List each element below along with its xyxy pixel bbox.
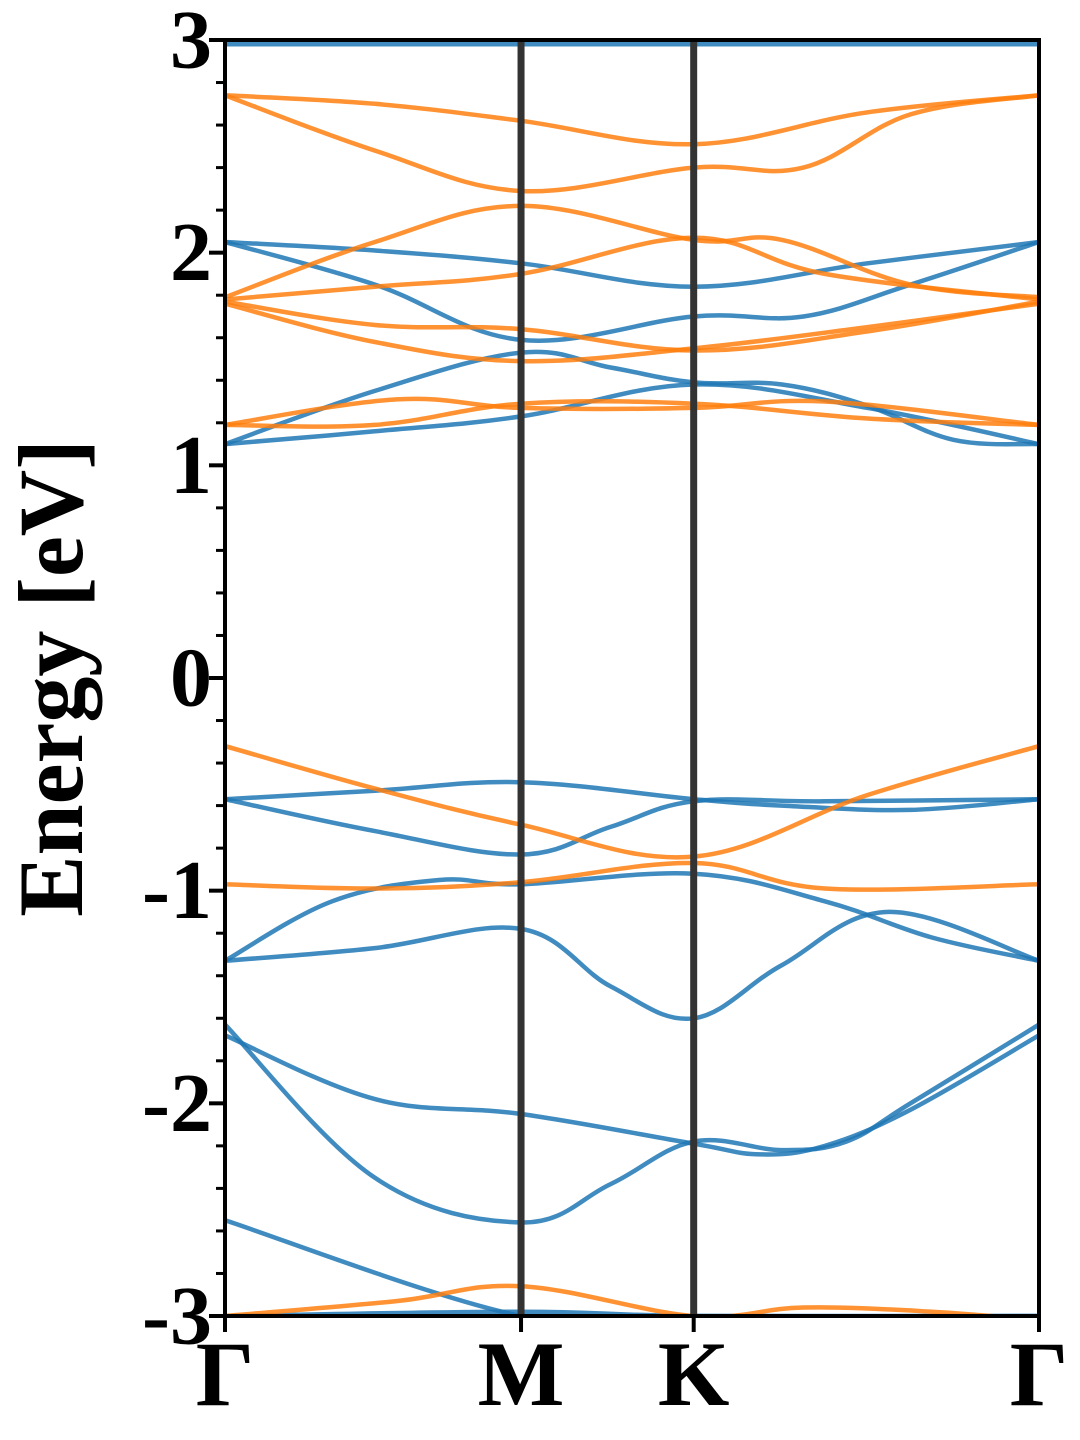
y-tick-label: -3 xyxy=(142,1270,212,1363)
band-line-blue xyxy=(225,1218,1039,1316)
band-lines xyxy=(225,42,1039,1316)
band-line-blue xyxy=(225,1022,1039,1225)
band-line-blue xyxy=(225,1033,1039,1157)
band-line-blue xyxy=(225,239,1039,289)
y-tick-label: 2 xyxy=(170,206,212,299)
plot-background xyxy=(225,40,1039,1316)
band-line-orange xyxy=(225,396,1039,428)
band-line-orange xyxy=(225,301,1039,364)
band-line-orange xyxy=(225,860,1039,892)
y-tick-label: 0 xyxy=(170,632,212,725)
band-line-orange xyxy=(225,1283,1017,1316)
y-axis-ticks: 3 2 1 0 -1 -2 -3 xyxy=(142,0,225,1363)
band-line-orange xyxy=(225,743,1039,860)
band-line-orange xyxy=(225,93,1039,147)
x-tick-label: Γ xyxy=(1010,1323,1069,1425)
band-line-orange xyxy=(225,398,1039,429)
y-axis-title: Energy [eV] xyxy=(0,439,102,917)
band-line-orange xyxy=(225,235,1039,302)
x-tick-label: Γ xyxy=(196,1323,255,1425)
x-tick-label: K xyxy=(658,1323,730,1425)
y-tick-label: 3 xyxy=(170,0,212,87)
band-line-blue xyxy=(225,870,1039,964)
y-tick-label: -2 xyxy=(142,1057,212,1150)
y-tick-label: -1 xyxy=(142,844,212,937)
band-line-orange xyxy=(225,93,1039,194)
band-line-blue xyxy=(225,1309,1039,1316)
band-line-blue xyxy=(225,909,1039,1022)
band-line-orange xyxy=(225,299,1039,353)
y-tick-label: 1 xyxy=(170,419,212,512)
band-line-orange xyxy=(225,203,1039,300)
band-line-blue xyxy=(225,349,1039,447)
band-line-blue xyxy=(225,382,1039,447)
x-tick-label: M xyxy=(478,1323,565,1425)
high-symmetry-lines xyxy=(517,40,698,1316)
